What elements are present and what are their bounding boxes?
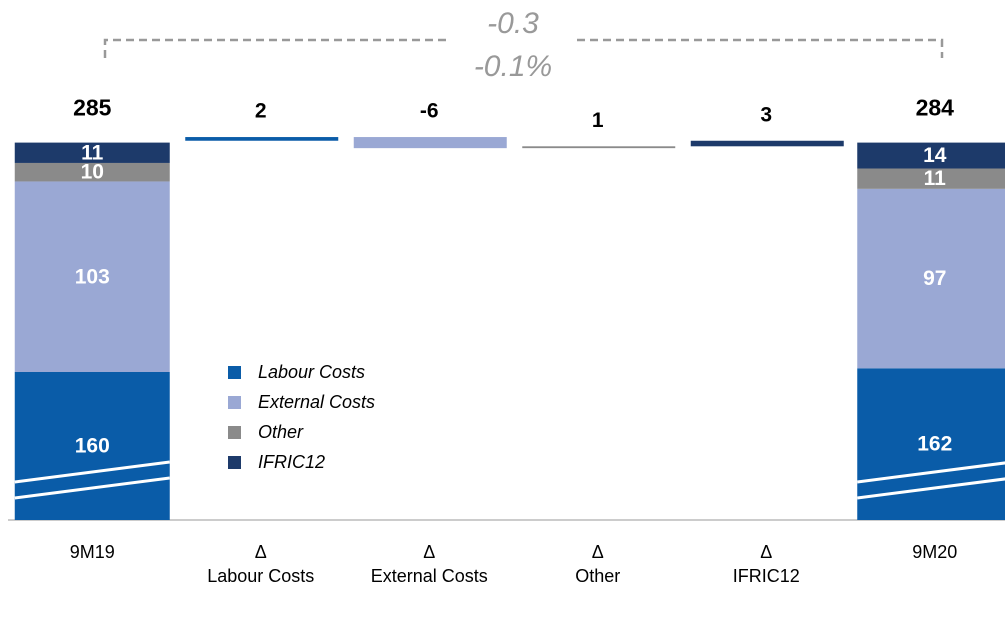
bar-segment (857, 142, 1005, 169)
legend-swatch (228, 426, 241, 439)
bar-segment (14, 142, 170, 163)
annotation: -0.1% (474, 50, 552, 83)
legend-swatch (228, 456, 241, 469)
legend-swatch (228, 366, 241, 379)
axis-break (14, 460, 170, 484)
delta-bar (185, 137, 339, 141)
total-label: 285 (73, 95, 112, 121)
x-tick-label: Δ Other (575, 542, 621, 586)
delta-bar (522, 146, 676, 149)
legend-label: External Costs (258, 392, 375, 412)
data-label: 1 (592, 109, 604, 132)
data-label: 10 (81, 161, 104, 184)
x-tick-label: Δ IFRIC12 (732, 542, 800, 586)
annotation: -0.3 (487, 7, 539, 40)
bar-segment (14, 162, 170, 182)
data-label: 11 (81, 141, 104, 164)
delta-bar (353, 137, 507, 149)
axis-break (857, 461, 1005, 484)
data-label: 103 (75, 265, 110, 288)
data-label: 11 (924, 167, 947, 190)
data-label: 162 (917, 433, 952, 456)
x-tick-label: Δ External Costs (370, 542, 488, 586)
bar-segment (857, 188, 1005, 369)
bar-segment (857, 168, 1005, 189)
data-label: -6 (420, 100, 439, 123)
data-label: 160 (75, 435, 110, 458)
legend-label: IFRIC12 (258, 452, 325, 472)
data-label: 3 (760, 103, 772, 126)
axis-break (14, 476, 170, 500)
data-label: 2 (255, 100, 267, 123)
data-label: 14 (923, 144, 947, 167)
legend-label: Other (258, 422, 304, 442)
data-label: 97 (923, 267, 946, 290)
legend-swatch (228, 396, 241, 409)
x-tick-label: 9M19 (69, 542, 115, 562)
delta-bar (690, 140, 844, 147)
bracket (103, 38, 944, 58)
total-label: 284 (916, 95, 955, 121)
axis-break (857, 477, 1005, 500)
x-tick-label: Δ Labour Costs (207, 542, 315, 586)
x-tick-label: 9M20 (912, 542, 958, 562)
bar-segment (14, 181, 170, 372)
legend-label: Labour Costs (258, 362, 365, 382)
